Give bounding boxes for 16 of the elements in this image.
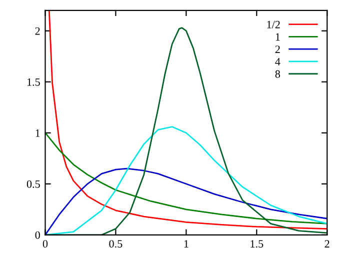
y-tick-label: 1 — [36, 129, 40, 137]
legend-label: 8 — [275, 70, 280, 78]
x-tick-label: 1 — [184, 240, 188, 248]
x-tick-label: 1.5 — [250, 240, 264, 248]
y-tick-label: 2 — [35, 27, 40, 35]
y-tick-label: 0 — [35, 231, 40, 239]
x-tick-label: 0.5 — [109, 240, 122, 248]
legend-label: 2 — [275, 46, 280, 53]
y-tick-label: 0.5 — [26, 180, 40, 188]
legend-label: 4 — [275, 58, 280, 66]
line-series — [45, 132, 328, 224]
legend-label: 1 — [276, 33, 280, 41]
y-tick-label: 1.5 — [27, 78, 40, 86]
x-tick-label: 0 — [42, 240, 48, 248]
legend-label: 1/2 — [267, 20, 280, 28]
x-tick-label: 2 — [324, 240, 330, 248]
